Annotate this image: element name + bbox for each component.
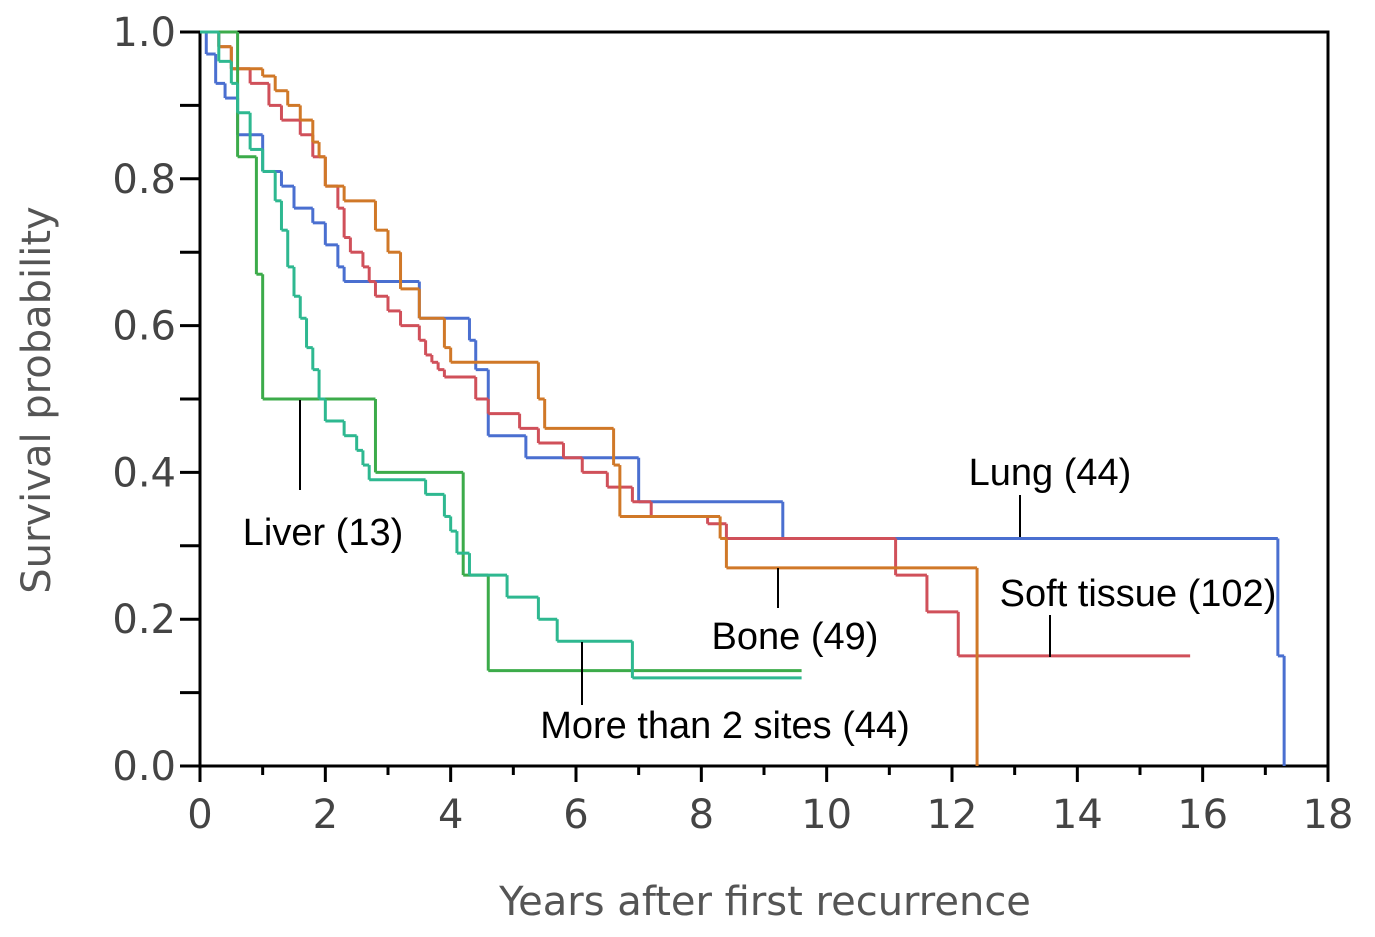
x-tick-label: 0 (187, 792, 212, 838)
y-axis-title: Survival probability (14, 206, 60, 593)
y-tick-label: 1.0 (112, 10, 176, 56)
x-tick-label: 6 (563, 792, 588, 838)
y-tick-label: 0.6 (112, 304, 176, 350)
series-label: Soft tissue (102) (1000, 573, 1277, 615)
y-tick-label: 0.0 (112, 744, 176, 790)
x-axis-title: Years after first recurrence (498, 879, 1031, 925)
x-tick-label: 16 (1177, 792, 1228, 838)
series-label: More than 2 sites (44) (540, 705, 910, 747)
x-tick-label: 18 (1303, 792, 1354, 838)
x-tick-label: 4 (438, 792, 463, 838)
y-tick-label: 0.8 (112, 157, 176, 203)
x-tick-label: 10 (801, 792, 852, 838)
y-tick-label: 0.4 (112, 450, 176, 496)
series-label: Bone (49) (712, 616, 879, 658)
series-label: Liver (13) (243, 512, 404, 554)
x-tick-label: 2 (313, 792, 338, 838)
x-tick-label: 12 (927, 792, 978, 838)
series-label: Lung (44) (969, 452, 1132, 494)
x-tick-label: 14 (1052, 792, 1103, 838)
x-tick-label: 8 (689, 792, 714, 838)
y-tick-label: 0.2 (112, 597, 176, 643)
